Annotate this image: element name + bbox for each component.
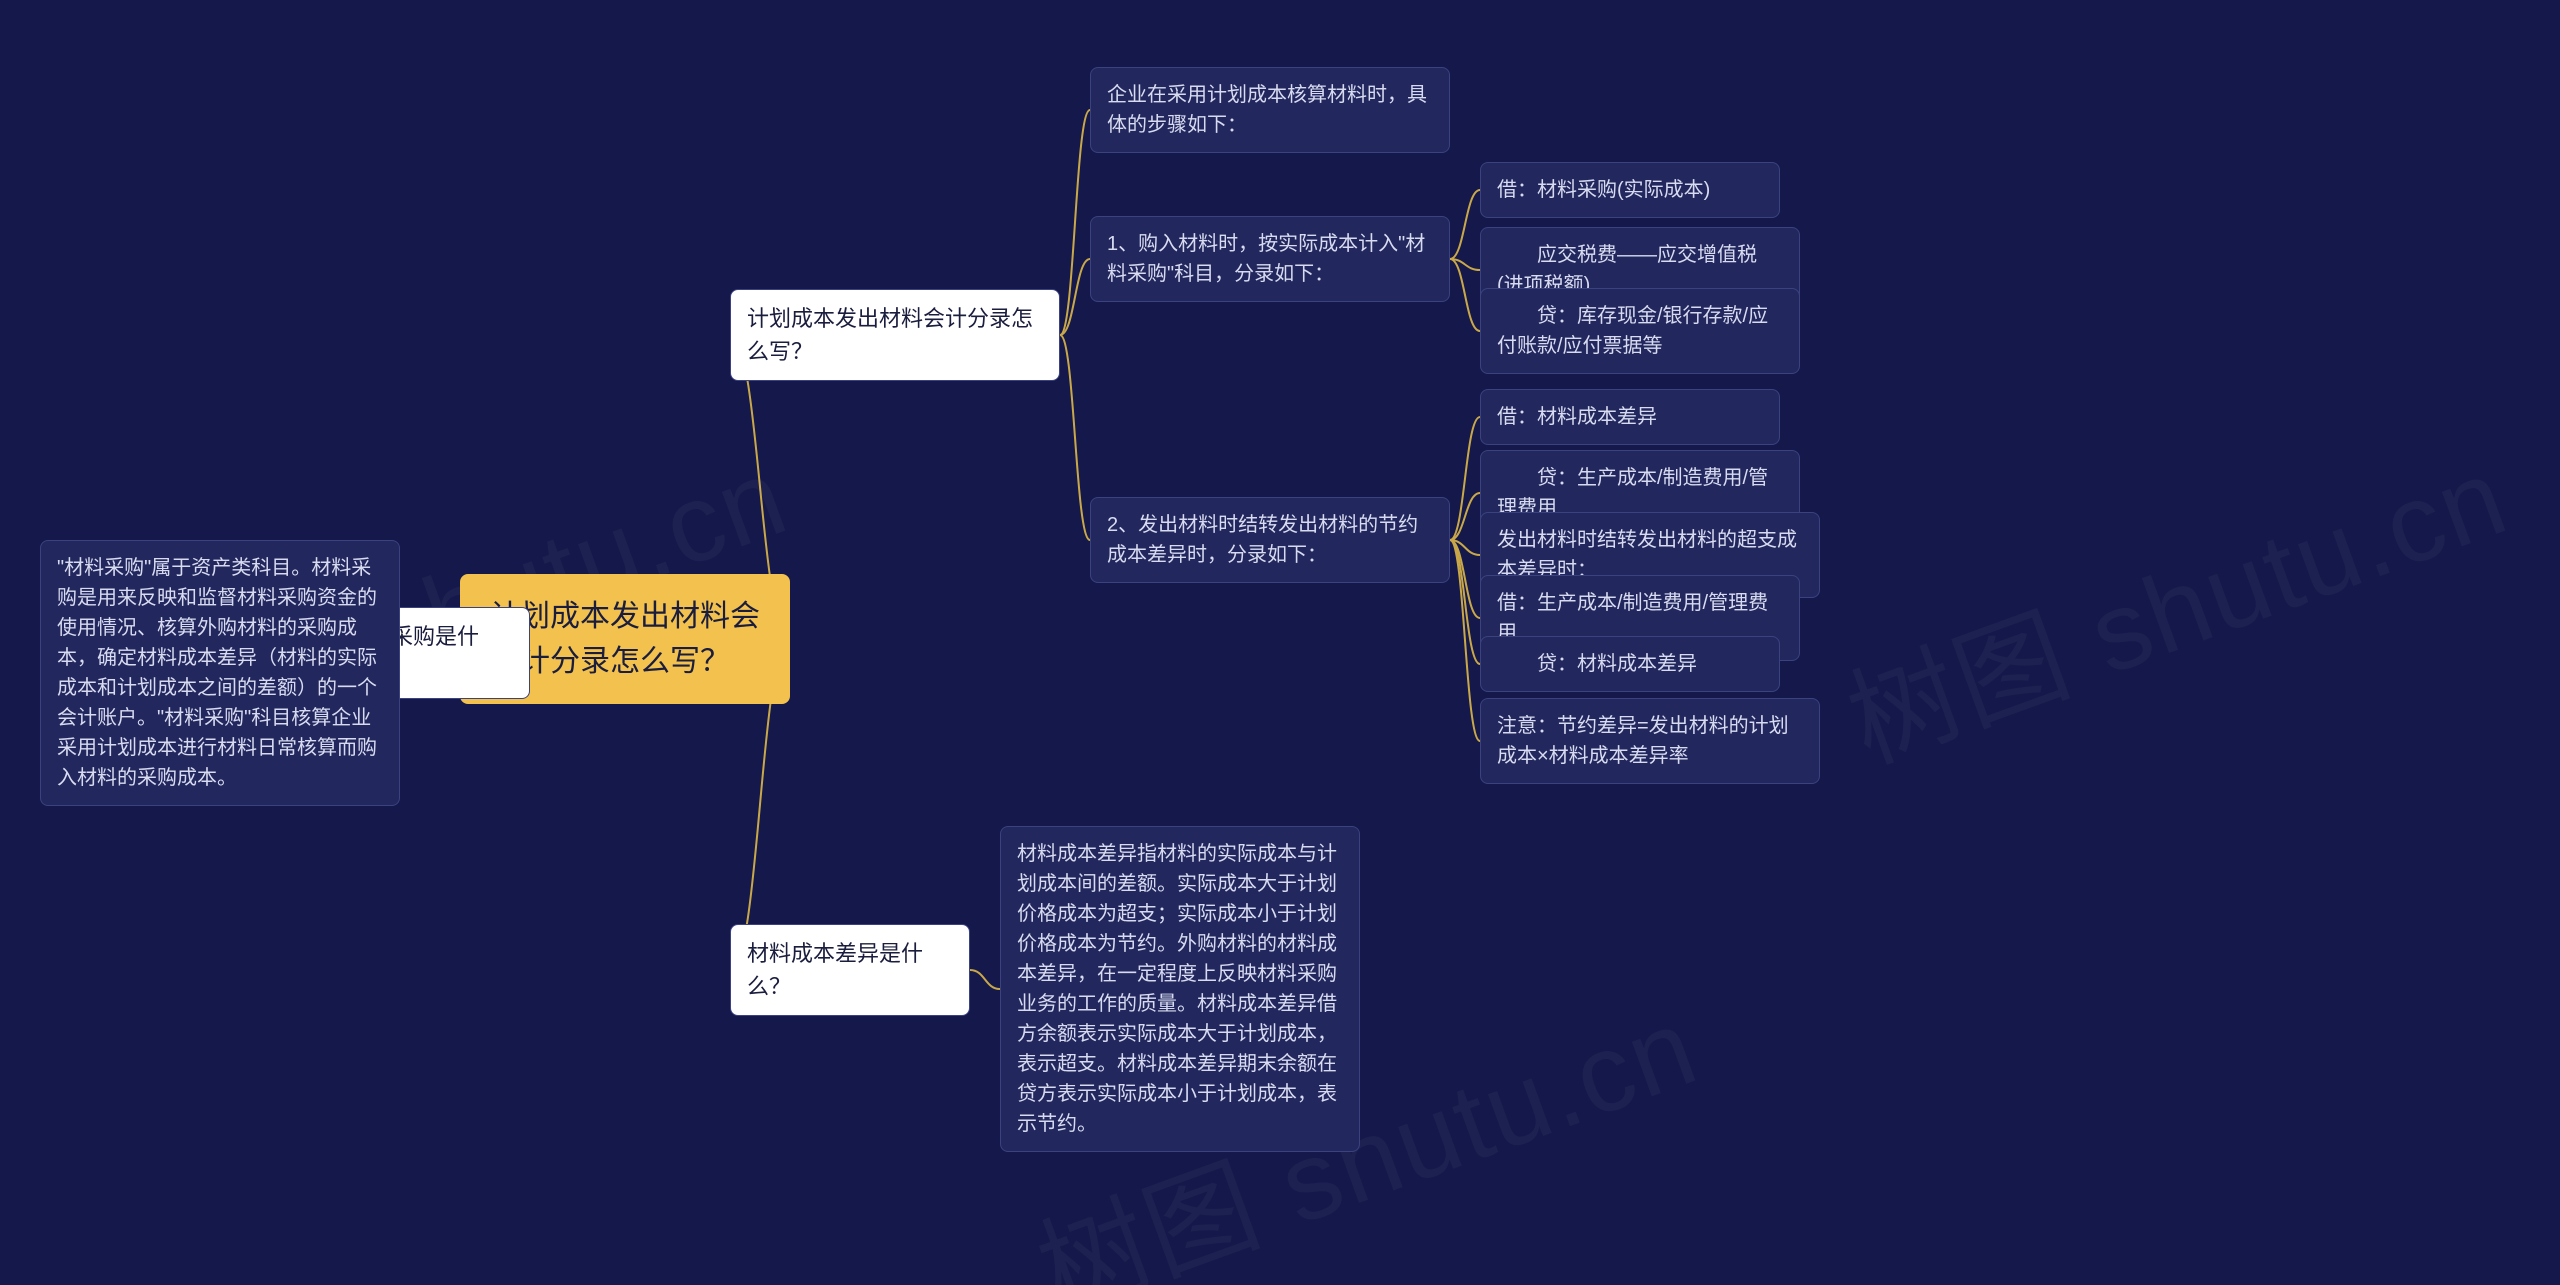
mindmap-node-r1c6[interactable]: 注意：节约差异=发出材料的计划成本×材料成本差异率 xyxy=(1480,698,1820,784)
edge-r1c-r1c1 xyxy=(1450,417,1480,540)
edge-r1c-r1c2 xyxy=(1450,493,1480,540)
edge-r1b-r1b3 xyxy=(1450,259,1480,331)
edge-r1c-r1c4 xyxy=(1450,540,1480,618)
edge-r2-r2a xyxy=(970,970,1000,989)
mindmap-node-r1b[interactable]: 1、购入材料时，按实际成本计入"材料采购"科目，分录如下： xyxy=(1090,216,1450,302)
mindmap-node-r1c5[interactable]: 贷：材料成本差异 xyxy=(1480,636,1780,692)
mindmap-node-r1b3[interactable]: 贷：库存现金/银行存款/应付账款/应付票据等 xyxy=(1480,288,1800,374)
edge-r1c-r1c3 xyxy=(1450,540,1480,555)
edge-r1-r1a xyxy=(1060,110,1090,335)
watermark: 树图 shutu.cn xyxy=(1823,407,2525,793)
mindmap-node-r1c[interactable]: 2、发出材料时结转发出材料的节约成本差异时，分录如下： xyxy=(1090,497,1450,583)
mindmap-node-r1b1[interactable]: 借：材料采购(实际成本) xyxy=(1480,162,1780,218)
mindmap-node-r1c1[interactable]: 借：材料成本差异 xyxy=(1480,389,1780,445)
edge-r1c-r1c6 xyxy=(1450,540,1480,741)
mindmap-node-r2a[interactable]: 材料成本差异指材料的实际成本与计划成本间的差额。实际成本大于计划价格成本为超支；… xyxy=(1000,826,1360,1152)
edge-r1c-r1c5 xyxy=(1450,540,1480,664)
mindmap-node-l1a[interactable]: "材料采购"属于资产类科目。材料采购是用来反映和监督材料采购资金的使用情况、核算… xyxy=(40,540,400,806)
mindmap-node-r1[interactable]: 计划成本发出材料会计分录怎么写？ xyxy=(730,289,1060,381)
edge-r1b-r1b2 xyxy=(1450,259,1480,270)
edge-r1-r1b xyxy=(1060,259,1090,335)
mindmap-node-r1a[interactable]: 企业在采用计划成本核算材料时，具体的步骤如下： xyxy=(1090,67,1450,153)
edge-r1b-r1b1 xyxy=(1450,190,1480,259)
mindmap-node-r2[interactable]: 材料成本差异是什么？ xyxy=(730,924,970,1016)
edge-r1-r1c xyxy=(1060,335,1090,540)
